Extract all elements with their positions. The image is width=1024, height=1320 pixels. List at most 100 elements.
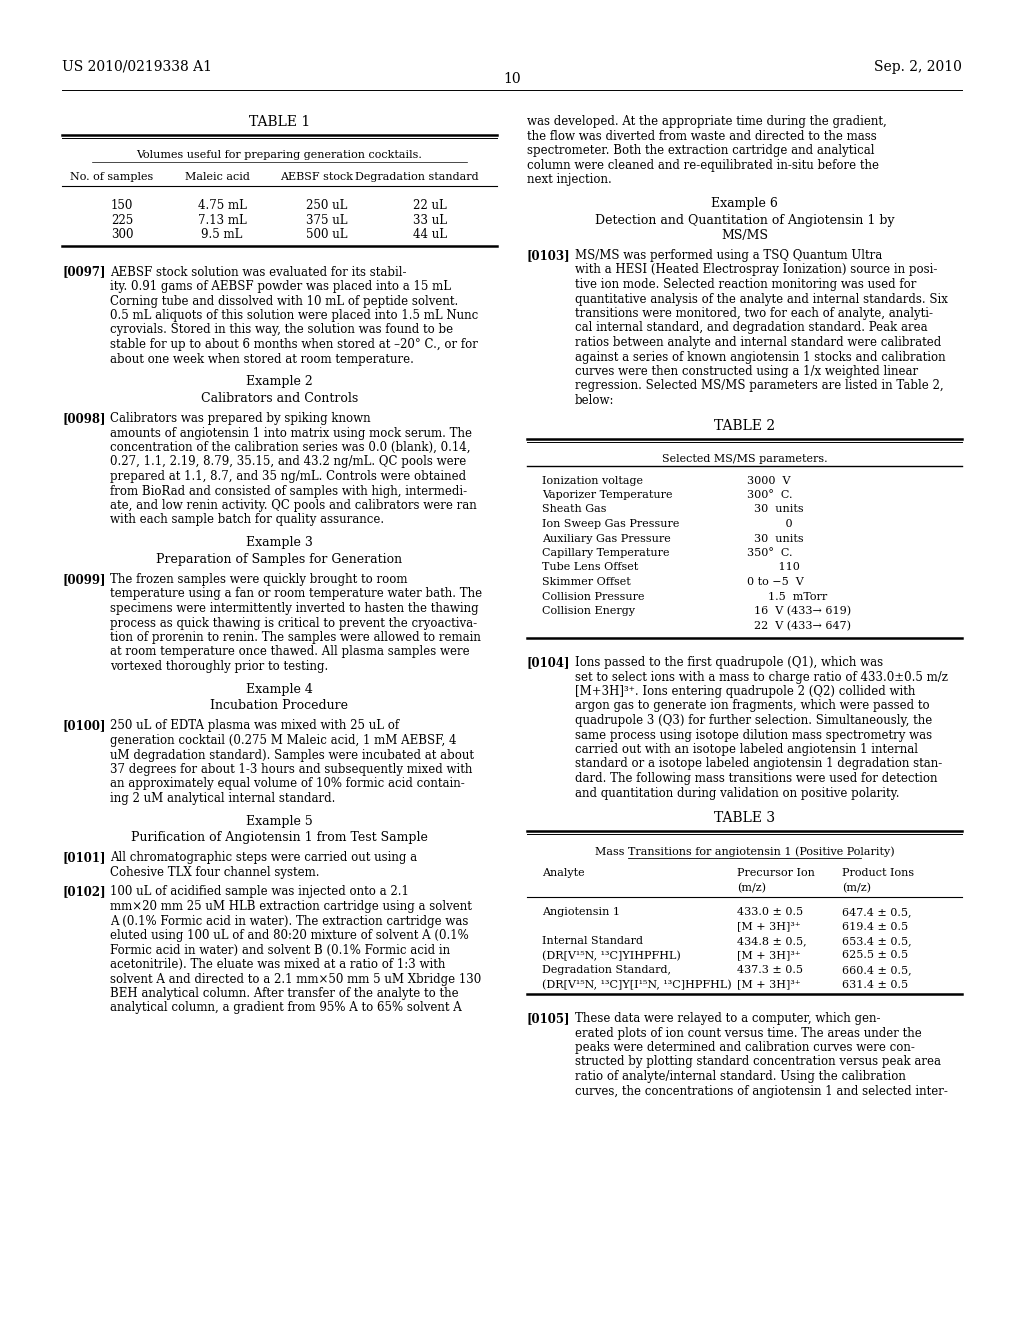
Text: Volumes useful for preparing generation cocktails.: Volumes useful for preparing generation …: [136, 150, 423, 160]
Text: 3000  V: 3000 V: [746, 475, 791, 486]
Text: 300°  C.: 300° C.: [746, 490, 793, 500]
Text: All chromatographic steps were carried out using a: All chromatographic steps were carried o…: [110, 851, 417, 865]
Text: [0100]: [0100]: [62, 719, 105, 733]
Text: Example 2: Example 2: [246, 375, 313, 388]
Text: Detection and Quantitation of Angiotensin 1 by: Detection and Quantitation of Angiotensi…: [595, 214, 894, 227]
Text: MS/MS: MS/MS: [721, 228, 768, 242]
Text: 660.4 ± 0.5,: 660.4 ± 0.5,: [842, 965, 911, 975]
Text: from BioRad and consisted of samples with high, intermedi-: from BioRad and consisted of samples wit…: [110, 484, 467, 498]
Text: [0104]: [0104]: [527, 656, 570, 669]
Text: MS/MS was performed using a TSQ Quantum Ultra: MS/MS was performed using a TSQ Quantum …: [575, 249, 883, 261]
Text: 433.0 ± 0.5: 433.0 ± 0.5: [737, 907, 803, 917]
Text: 647.4 ± 0.5,: 647.4 ± 0.5,: [842, 907, 911, 917]
Text: Skimmer Offset: Skimmer Offset: [542, 577, 631, 587]
Text: [0103]: [0103]: [527, 249, 570, 261]
Text: 250 uL: 250 uL: [306, 199, 348, 213]
Text: 225: 225: [111, 214, 133, 227]
Text: erated plots of ion count versus time. The areas under the: erated plots of ion count versus time. T…: [575, 1027, 922, 1040]
Text: curves were then constructed using a 1/x weighted linear: curves were then constructed using a 1/x…: [575, 366, 919, 378]
Text: against a series of known angiotensin 1 stocks and calibration: against a series of known angiotensin 1 …: [575, 351, 945, 363]
Text: 0.5 mL aliquots of this solution were placed into 1.5 mL Nunc: 0.5 mL aliquots of this solution were pl…: [110, 309, 478, 322]
Text: 0: 0: [746, 519, 793, 529]
Text: Purification of Angiotensin 1 from Test Sample: Purification of Angiotensin 1 from Test …: [131, 832, 428, 843]
Text: 0 to −5  V: 0 to −5 V: [746, 577, 804, 587]
Text: [0101]: [0101]: [62, 851, 105, 865]
Text: 37 degrees for about 1-3 hours and subsequently mixed with: 37 degrees for about 1-3 hours and subse…: [110, 763, 472, 776]
Text: next injection.: next injection.: [527, 173, 611, 186]
Text: quantitative analysis of the analyte and internal standards. Six: quantitative analysis of the analyte and…: [575, 293, 948, 305]
Text: carried out with an isotope labeled angiotensin 1 internal: carried out with an isotope labeled angi…: [575, 743, 918, 756]
Text: temperature using a fan or room temperature water bath. The: temperature using a fan or room temperat…: [110, 587, 482, 601]
Text: Example 6: Example 6: [711, 198, 778, 210]
Text: TABLE 3: TABLE 3: [714, 810, 775, 825]
Text: stable for up to about 6 months when stored at –20° C., or for: stable for up to about 6 months when sto…: [110, 338, 478, 351]
Text: cal internal standard, and degradation standard. Peak area: cal internal standard, and degradation s…: [575, 322, 928, 334]
Text: US 2010/0219338 A1: US 2010/0219338 A1: [62, 59, 212, 74]
Text: [M + 3H]³⁺: [M + 3H]³⁺: [737, 921, 801, 932]
Text: Tube Lens Offset: Tube Lens Offset: [542, 562, 638, 573]
Text: ate, and low renin activity. QC pools and calibrators were ran: ate, and low renin activity. QC pools an…: [110, 499, 477, 512]
Text: specimens were intermittently inverted to hasten the thawing: specimens were intermittently inverted t…: [110, 602, 478, 615]
Text: Calibrators and Controls: Calibrators and Controls: [201, 392, 358, 404]
Text: mm×20 mm 25 uM HLB extraction cartridge using a solvent: mm×20 mm 25 uM HLB extraction cartridge …: [110, 900, 472, 913]
Text: and quantitation during validation on positive polarity.: and quantitation during validation on po…: [575, 787, 899, 800]
Text: 7.13 mL: 7.13 mL: [198, 214, 247, 227]
Text: Precursor Ion: Precursor Ion: [737, 869, 815, 878]
Text: argon gas to generate ion fragments, which were passed to: argon gas to generate ion fragments, whi…: [575, 700, 930, 713]
Text: Degradation Standard,: Degradation Standard,: [542, 965, 671, 975]
Text: set to select ions with a mass to charge ratio of 433.0±0.5 m/z: set to select ions with a mass to charge…: [575, 671, 948, 684]
Text: 1.5  mTorr: 1.5 mTorr: [746, 591, 827, 602]
Text: 22 uL: 22 uL: [413, 199, 446, 213]
Text: [0102]: [0102]: [62, 886, 105, 899]
Text: 4.75 mL: 4.75 mL: [198, 199, 247, 213]
Text: Selected MS/MS parameters.: Selected MS/MS parameters.: [662, 454, 827, 463]
Text: TABLE 1: TABLE 1: [249, 115, 310, 129]
Text: solvent A and directed to a 2.1 mm×50 mm 5 uM Xbridge 130: solvent A and directed to a 2.1 mm×50 mm…: [110, 973, 481, 986]
Text: Maleic acid: Maleic acid: [184, 172, 250, 182]
Text: Analyte: Analyte: [542, 869, 585, 878]
Text: (DR[V¹⁵N, ¹³C]YIHPFHL): (DR[V¹⁵N, ¹³C]YIHPFHL): [542, 950, 681, 961]
Text: [0099]: [0099]: [62, 573, 105, 586]
Text: uM degradation standard). Samples were incubated at about: uM degradation standard). Samples were i…: [110, 748, 474, 762]
Text: 300: 300: [111, 228, 133, 242]
Text: 619.4 ± 0.5: 619.4 ± 0.5: [842, 921, 908, 932]
Text: Example 3: Example 3: [246, 536, 313, 549]
Text: ratio of analyte/internal standard. Using the calibration: ratio of analyte/internal standard. Usin…: [575, 1071, 906, 1082]
Text: eluted using 100 uL of and 80:20 mixture of solvent A (0.1%: eluted using 100 uL of and 80:20 mixture…: [110, 929, 469, 942]
Text: TABLE 2: TABLE 2: [714, 418, 775, 433]
Text: 9.5 mL: 9.5 mL: [202, 228, 243, 242]
Text: was developed. At the appropriate time during the gradient,: was developed. At the appropriate time d…: [527, 115, 887, 128]
Text: tion of prorenin to renin. The samples were allowed to remain: tion of prorenin to renin. The samples w…: [110, 631, 481, 644]
Text: [0097]: [0097]: [62, 265, 105, 279]
Text: Example 5: Example 5: [246, 814, 313, 828]
Text: Internal Standard: Internal Standard: [542, 936, 643, 946]
Text: acetonitrile). The eluate was mixed at a ratio of 1:3 with: acetonitrile). The eluate was mixed at a…: [110, 958, 445, 972]
Text: Ions passed to the first quadrupole (Q1), which was: Ions passed to the first quadrupole (Q1)…: [575, 656, 883, 669]
Text: structed by plotting standard concentration versus peak area: structed by plotting standard concentrat…: [575, 1056, 941, 1068]
Text: generation cocktail (0.275 M Maleic acid, 1 mM AEBSF, 4: generation cocktail (0.275 M Maleic acid…: [110, 734, 457, 747]
Text: Corning tube and dissolved with 10 mL of peptide solvent.: Corning tube and dissolved with 10 mL of…: [110, 294, 459, 308]
Text: analytical column, a gradient from 95% A to 65% solvent A: analytical column, a gradient from 95% A…: [110, 1002, 462, 1015]
Text: Ionization voltage: Ionization voltage: [542, 475, 643, 486]
Text: Sep. 2, 2010: Sep. 2, 2010: [874, 59, 962, 74]
Text: Preparation of Samples for Generation: Preparation of Samples for Generation: [157, 553, 402, 565]
Text: 437.3 ± 0.5: 437.3 ± 0.5: [737, 965, 803, 975]
Text: 434.8 ± 0.5,: 434.8 ± 0.5,: [737, 936, 807, 946]
Text: Calibrators was prepared by spiking known: Calibrators was prepared by spiking know…: [110, 412, 371, 425]
Text: Formic acid in water) and solvent B (0.1% Formic acid in: Formic acid in water) and solvent B (0.1…: [110, 944, 451, 957]
Text: cyrovials. Stored in this way, the solution was found to be: cyrovials. Stored in this way, the solut…: [110, 323, 454, 337]
Text: Mass Transitions for angiotensin 1 (Positive Polarity): Mass Transitions for angiotensin 1 (Posi…: [595, 846, 894, 857]
Text: quadrupole 3 (Q3) for further selection. Simultaneously, the: quadrupole 3 (Q3) for further selection.…: [575, 714, 932, 727]
Text: 631.4 ± 0.5: 631.4 ± 0.5: [842, 979, 908, 990]
Text: regression. Selected MS/MS parameters are listed in Table 2,: regression. Selected MS/MS parameters ar…: [575, 380, 944, 392]
Text: BEH analytical column. After transfer of the analyte to the: BEH analytical column. After transfer of…: [110, 987, 459, 1001]
Text: with each sample batch for quality assurance.: with each sample batch for quality assur…: [110, 513, 384, 527]
Text: curves, the concentrations of angiotensin 1 and selected inter-: curves, the concentrations of angiotensi…: [575, 1085, 948, 1097]
Text: 250 uL of EDTA plasma was mixed with 25 uL of: 250 uL of EDTA plasma was mixed with 25 …: [110, 719, 399, 733]
Text: prepared at 1.1, 8.7, and 35 ng/mL. Controls were obtained: prepared at 1.1, 8.7, and 35 ng/mL. Cont…: [110, 470, 466, 483]
Text: amounts of angiotensin 1 into matrix using mock serum. The: amounts of angiotensin 1 into matrix usi…: [110, 426, 472, 440]
Text: (DR[V¹⁵N, ¹³C]Y[I¹⁵N, ¹³C]HPFHL): (DR[V¹⁵N, ¹³C]Y[I¹⁵N, ¹³C]HPFHL): [542, 979, 731, 990]
Text: the flow was diverted from waste and directed to the mass: the flow was diverted from waste and dir…: [527, 129, 877, 143]
Text: 0.27, 1.1, 2.19, 8.79, 35.15, and 43.2 ng/mL. QC pools were: 0.27, 1.1, 2.19, 8.79, 35.15, and 43.2 n…: [110, 455, 466, 469]
Text: same process using isotope dilution mass spectrometry was: same process using isotope dilution mass…: [575, 729, 932, 742]
